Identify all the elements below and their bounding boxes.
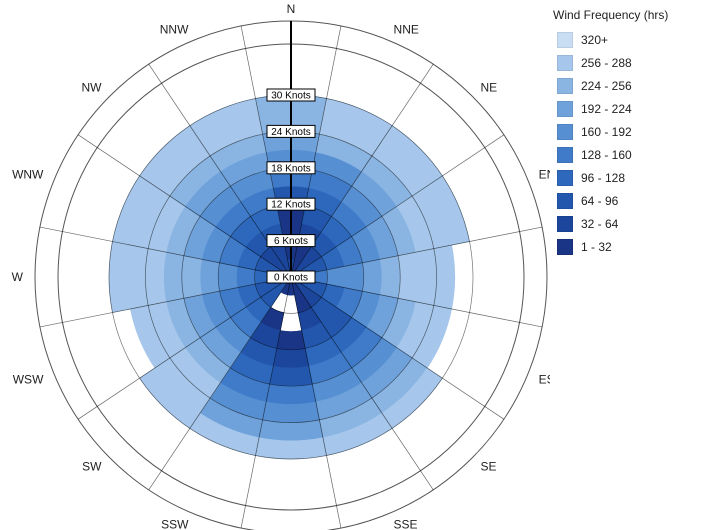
ring-label: 24 Knots [271,127,310,138]
legend-swatch [557,146,573,163]
ring-label-box [266,124,316,138]
direction-labels: NNNENEENEEESESESSESSSWSWWSWWWNWNWNNW [12,2,550,530]
direction-label-nnw: NNW [160,22,189,36]
legend-swatch [557,31,573,48]
sector-boundary-line [290,226,543,278]
legend-item: 160 - 192 [553,120,703,143]
sector-E-bin-7 [415,248,437,306]
legend-swatch [557,100,573,117]
legend-item: 96 - 128 [553,166,703,189]
sector-S-bin-9 [255,437,327,460]
sector-boundary-line [39,226,292,278]
direction-label-n: N [287,2,296,16]
sector-boundary-line [240,276,292,529]
legend-label: 320+ [581,32,609,47]
legend-label: 96 - 128 [581,170,626,185]
ring-speed-labels: 0 Knots 6 Knots 12 Knots 18 Knots 24 Knots 30… [266,88,316,284]
legend-item: 192 - 224 [553,97,703,120]
legend-label: 224 - 256 [581,78,632,93]
sector-W-bin-7 [145,248,167,306]
sector-E-bin-4 [362,258,383,296]
legend-item: 128 - 160 [553,143,703,166]
ring-label-box [266,270,316,284]
direction-label-wsw: WSW [13,373,44,387]
ring-label-box [266,197,316,211]
sector-E-bin-8 [433,244,456,310]
sector-boundary-line [77,276,292,420]
direction-label-ne: NE [481,80,498,94]
sector-S-bin-6 [265,383,317,405]
legend-title: Wind Frequency (hrs) [553,8,669,22]
ring-label-box [266,234,316,248]
sector-W-bin-4 [199,258,220,296]
sector-boundary-line [148,276,292,491]
wind-rose-sectors [108,94,470,460]
sector-S-bin-4 [272,348,310,369]
legend-swatch [557,215,573,232]
legend-item: 256 - 288 [553,51,703,74]
legend-label: 160 - 192 [581,124,632,139]
direction-label-nw: NW [81,80,102,94]
sector-E-bin-5 [379,255,401,299]
direction-label-sse: SSE [394,518,418,530]
sector-boundary-line [290,134,505,278]
legend: Wind Frequency (hrs) 320+ 256 - 288 224 - … [553,8,703,258]
sector-S-bin-8 [258,419,324,442]
sector-E-bin-3 [344,262,365,292]
legend-swatch [557,77,573,94]
legend-item: 224 - 256 [553,74,703,97]
ring-label: 0 Knots [274,273,308,284]
sector-E-bin-6 [397,251,419,303]
direction-label-ese: ESE [539,373,550,387]
sector-S-bin-7 [262,401,320,423]
ring-label: 18 Knots [271,163,310,174]
legend-label: 64 - 96 [581,193,619,208]
ring-label-box [266,161,316,175]
sector-W-bin-6 [163,251,185,303]
legend-label: 256 - 288 [581,55,632,70]
direction-label-sw: SW [82,460,102,474]
sector-boundary-line [39,276,292,328]
sector-S-bin-3 [276,330,306,351]
ring-label-box [266,88,316,102]
legend-label: 1 - 32 [581,239,612,254]
direction-label-ene: ENE [539,167,550,181]
ring-label: 12 Knots [271,200,310,211]
sector-S-bin-5 [269,365,313,387]
legend-label: 128 - 160 [581,147,632,162]
sector-boundary-line [290,276,543,328]
legend-item: 32 - 64 [553,212,703,235]
legend-item: 320+ [553,28,703,51]
ring-label: 6 Knots [274,236,308,247]
direction-label-ssw: SSW [161,518,189,530]
direction-label-nne: NNE [394,22,419,36]
ring-label: 30 Knots [271,91,310,102]
legend-item: 64 - 96 [553,189,703,212]
legend-swatch [557,169,573,186]
legend-swatch [557,192,573,209]
legend-swatch [557,54,573,71]
sector-W-bin-5 [181,255,203,299]
sector-W-bin-3 [217,262,238,292]
sector-boundary-line [77,134,292,278]
direction-label-wnw: WNW [12,167,44,181]
legend-label: 32 - 64 [581,216,619,231]
legend-swatch [557,123,573,140]
sector-boundary-line [290,276,505,420]
legend-items: 320+ 256 - 288 224 - 256 192 - 224 160 - 192… [553,28,703,258]
legend-swatch [557,238,573,255]
sector-boundary-line [290,276,342,529]
sector-W-bin-9 [108,241,131,313]
direction-label-w: W [12,270,24,284]
sector-W-bin-8 [126,244,149,310]
wind-rose-chart: 0 Knots 6 Knots 12 Knots 18 Knots 24 Knots 30… [12,2,550,530]
sector-boundary-line [290,276,434,491]
legend-label: 192 - 224 [581,101,632,116]
legend-item: 1 - 32 [553,235,703,258]
direction-label-se: SE [481,460,497,474]
